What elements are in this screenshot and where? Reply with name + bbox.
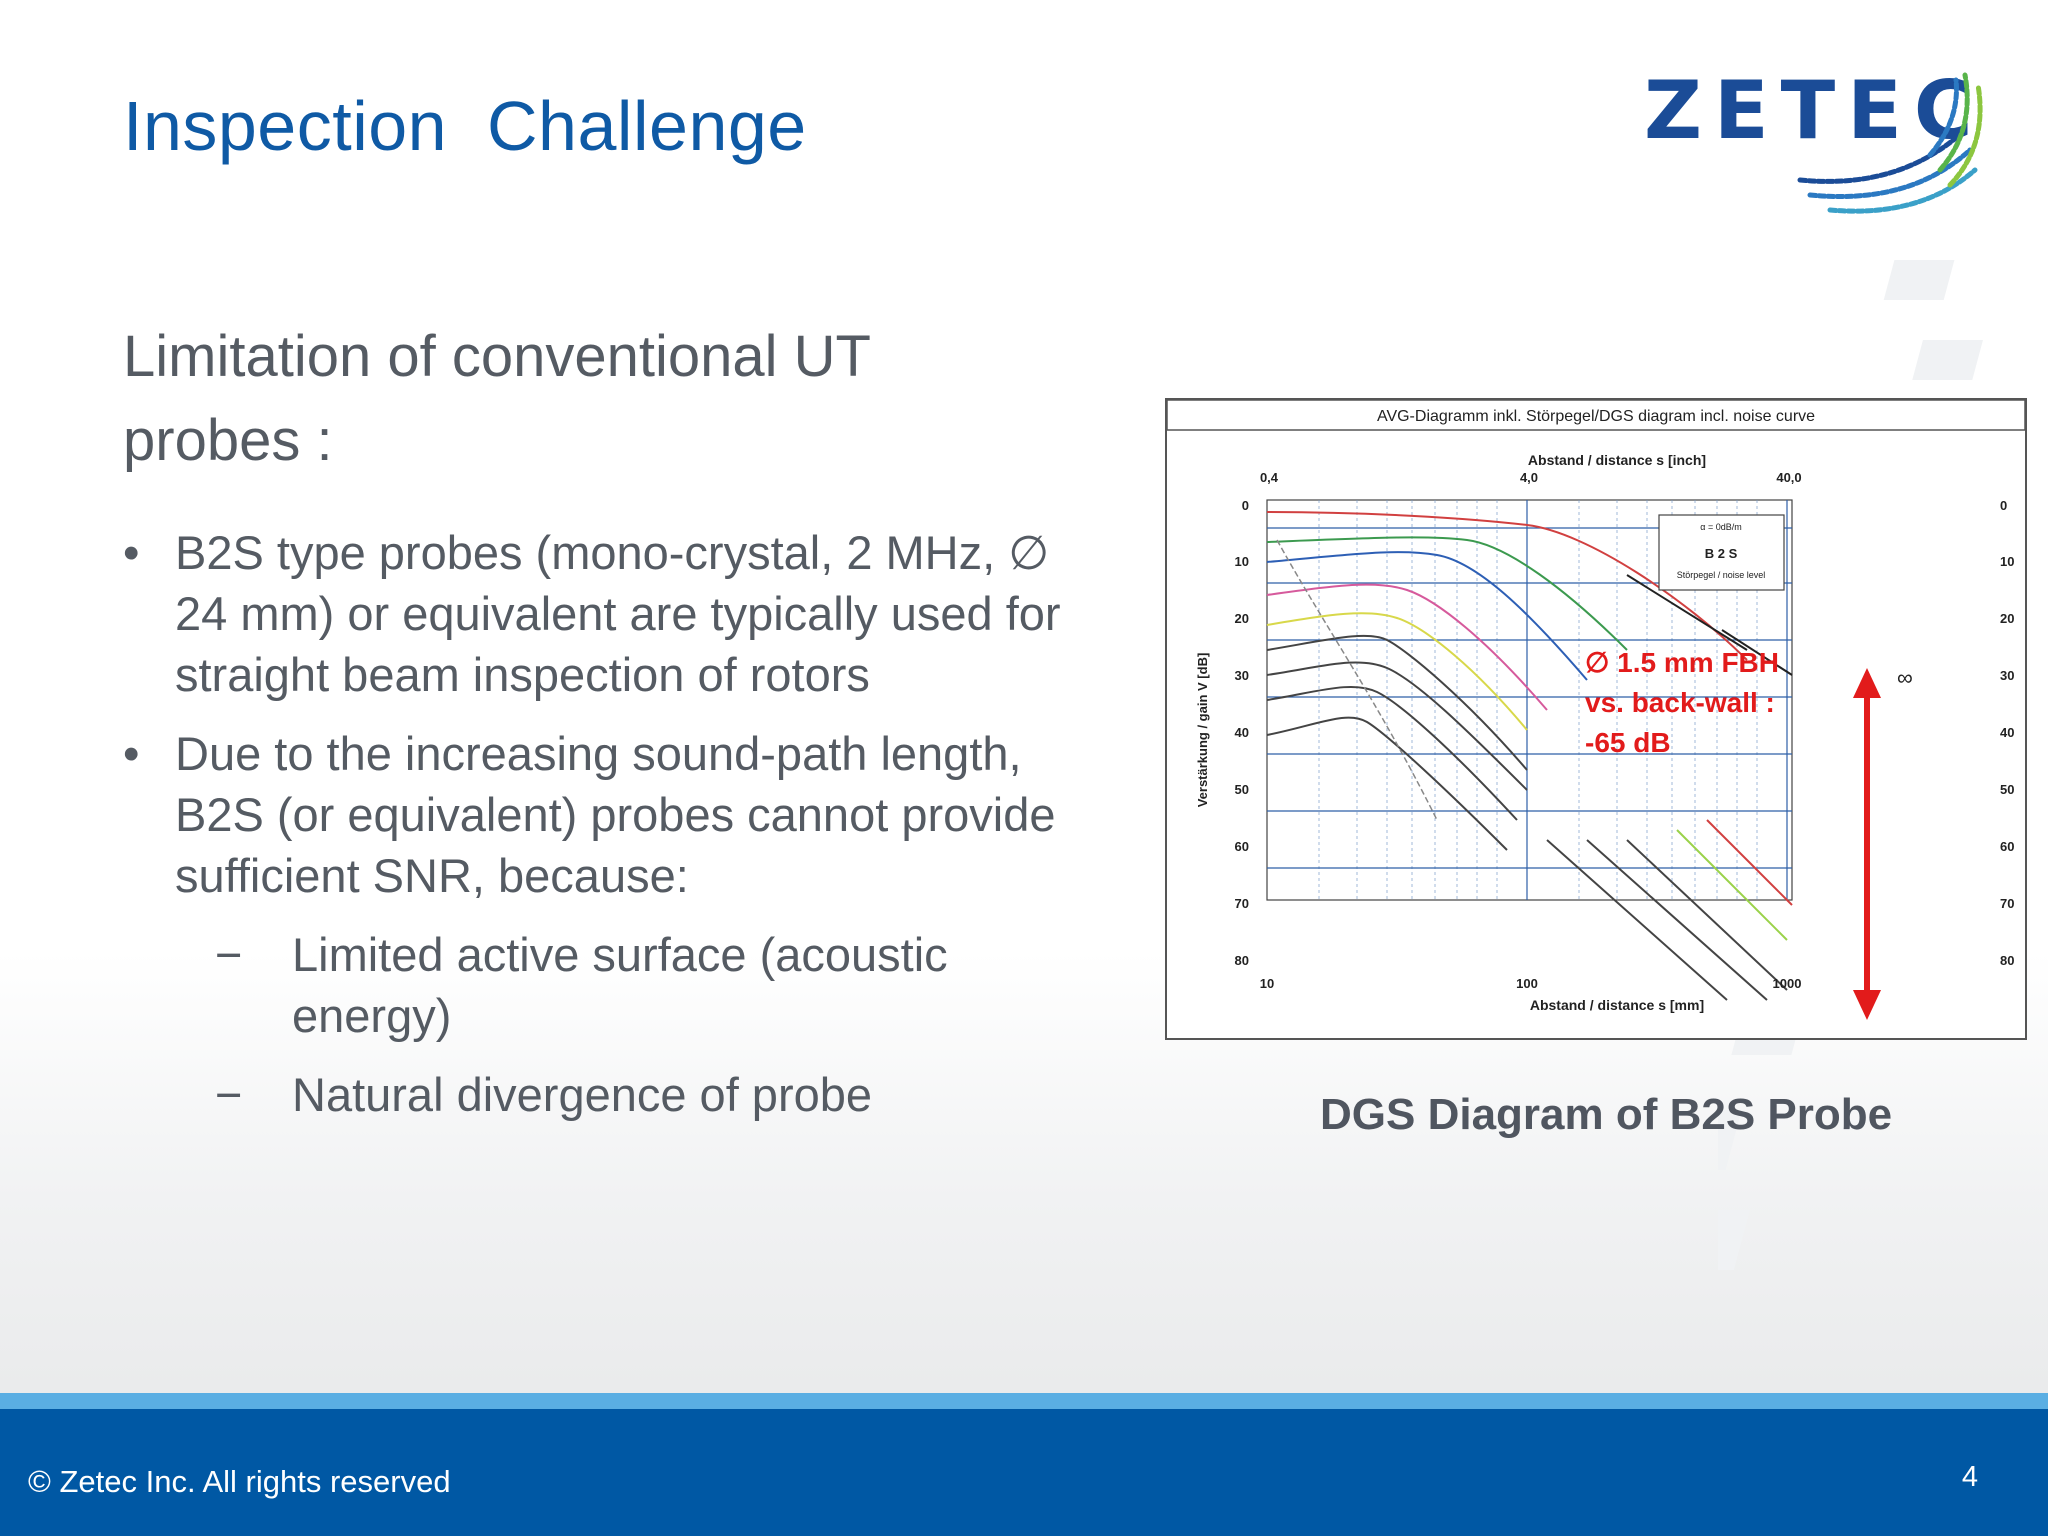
subbullet-item-1: − Limited active surface (acoustic energ… xyxy=(175,924,1103,1046)
y-tick-80: 80 xyxy=(1235,953,1249,968)
y-tick-40: 40 xyxy=(1235,725,1249,740)
bullet-text: Due to the increasing sound-path length,… xyxy=(175,727,1056,902)
y-tick-right-80: 80 xyxy=(2000,953,2014,968)
bullet-marker: • xyxy=(123,727,140,780)
subheading: Limitation of conventional UT probes : xyxy=(123,324,870,473)
logo-wordmark: ZETEC xyxy=(1644,64,1985,157)
annotation-line-2: vs. back-wall : xyxy=(1585,687,1775,718)
legend-title: B 2 S xyxy=(1705,546,1738,561)
bullet-item-2: • Due to the increasing sound-path lengt… xyxy=(123,723,1103,1125)
diagram-bottom-axis-label: Abstand / distance s [mm] xyxy=(1530,997,1704,1013)
subbullet-text: Limited active surface (acoustic energy) xyxy=(292,928,948,1042)
y-tick-right-50: 50 xyxy=(2000,782,2014,797)
annotation-line-3: -65 dB xyxy=(1585,727,1671,758)
copyright-text: © Zetec Inc. All rights reserved xyxy=(28,1464,451,1499)
dgs-diagram-svg: AVG-Diagramm inkl. Störpegel/DGS diagram… xyxy=(1167,400,2025,1020)
y-tick-right-0: 0 xyxy=(2000,498,2007,513)
top-tick-0: 0,4 xyxy=(1260,470,1279,485)
dgs-diagram-image: AVG-Diagramm inkl. Störpegel/DGS diagram… xyxy=(1165,398,2027,1040)
footer-accent-stripe xyxy=(0,1393,2048,1409)
infinity-label: ∞ xyxy=(1897,665,1913,690)
annotation-line-1: ∅ 1.5 mm FBH xyxy=(1585,647,1779,678)
bullet-text: B2S type probes (mono-crystal, 2 MHz, ∅ … xyxy=(175,526,1061,701)
y-tick-20: 20 xyxy=(1235,611,1249,626)
logo-swoosh-icon xyxy=(1797,72,1983,214)
diagram-y-axis-label: Verstärkung / gain V [dB] xyxy=(1195,653,1210,808)
top-tick-1: 4,0 xyxy=(1520,470,1538,485)
bullet-marker: • xyxy=(123,526,140,579)
subbullet-item-2: − Natural divergence of probe xyxy=(175,1064,1103,1125)
y-tick-right-70: 70 xyxy=(2000,896,2014,911)
subbullet-text: Natural divergence of probe xyxy=(292,1068,873,1121)
top-tick-2: 40,0 xyxy=(1776,470,1801,485)
diagram-caption: DGS Diagram of B2S Probe xyxy=(1320,1090,1893,1139)
y-tick-60: 60 xyxy=(1235,839,1249,854)
bottom-tick-100: 100 xyxy=(1516,976,1538,991)
legend-line-2: Störpegel / noise level xyxy=(1677,570,1766,580)
subbullet-marker: − xyxy=(215,928,243,981)
double-arrow-icon xyxy=(1853,668,1881,1020)
diagram-top-axis-label: Abstand / distance s [inch] xyxy=(1528,452,1706,468)
y-tick-50: 50 xyxy=(1235,782,1249,797)
bullet-item-1: • B2S type probes (mono-crystal, 2 MHz, … xyxy=(123,522,1103,705)
y-tick-0: 0 xyxy=(1242,498,1249,513)
y-tick-70: 70 xyxy=(1235,896,1249,911)
bottom-tick-1000: 1000 xyxy=(1773,976,1802,991)
bottom-tick-10: 10 xyxy=(1260,976,1274,991)
zetec-logo: ZETEC xyxy=(1640,60,2000,220)
y-tick-right-60: 60 xyxy=(2000,839,2014,854)
y-tick-right-20: 20 xyxy=(2000,611,2014,626)
footer-bar: © Zetec Inc. All rights reserved 4 xyxy=(0,1409,2048,1536)
page-number: 4 xyxy=(1961,1461,1978,1493)
legend-line-1: α = 0dB/m xyxy=(1700,522,1741,532)
bullet-list: • B2S type probes (mono-crystal, 2 MHz, … xyxy=(123,522,1103,1143)
y-tick-10: 10 xyxy=(1235,554,1249,569)
y-tick-30: 30 xyxy=(1235,668,1249,683)
subbullet-list: − Limited active surface (acoustic energ… xyxy=(175,924,1103,1125)
diagram-header: AVG-Diagramm inkl. Störpegel/DGS diagram… xyxy=(1377,408,1815,425)
y-tick-right-30: 30 xyxy=(2000,668,2014,683)
subbullet-marker: − xyxy=(215,1068,243,1121)
y-tick-right-10: 10 xyxy=(2000,554,2014,569)
slide-title: Inspection Challenge xyxy=(123,87,807,165)
y-tick-right-40: 40 xyxy=(2000,725,2014,740)
